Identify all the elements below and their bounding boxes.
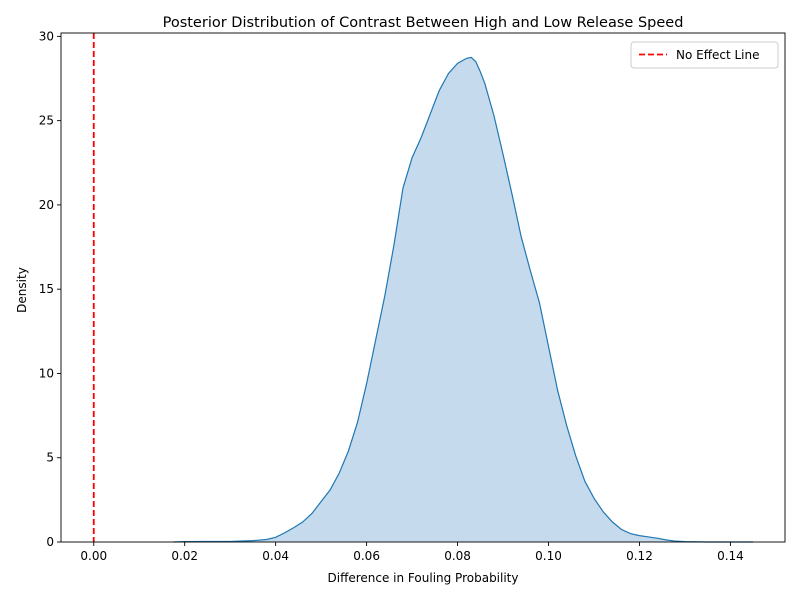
plot-area <box>92 33 754 543</box>
y-tick-label: 20 <box>39 198 54 212</box>
x-axis-label: Difference in Fouling Probability <box>328 571 519 585</box>
x-tick-label: 0.12 <box>626 549 653 563</box>
y-axis-label: Density <box>15 267 29 313</box>
legend: No Effect Line <box>630 41 779 69</box>
x-tick-label: 0.04 <box>262 549 289 563</box>
axes-frame <box>60 32 786 543</box>
x-tick-label: 0.08 <box>444 549 471 563</box>
x-tick-label: 0.14 <box>717 549 744 563</box>
density-line <box>173 56 754 543</box>
y-tick-label: 10 <box>39 366 54 380</box>
x-axis: 0.00 0.02 0.04 0.06 0.08 0.10 0.12 0.14 <box>80 542 744 563</box>
x-tick-label: 0.06 <box>353 549 380 563</box>
x-tick-label: 0.10 <box>535 549 562 563</box>
legend-label-no-effect: No Effect Line <box>676 48 760 62</box>
legend-box <box>630 41 779 69</box>
x-tick-label: 0.00 <box>80 549 107 563</box>
y-tick-label: 0 <box>46 535 54 549</box>
x-tick-label: 0.02 <box>171 549 198 563</box>
chart-title: Posterior Distribution of Contrast Betwe… <box>163 15 684 31</box>
y-tick-label: 5 <box>46 451 54 465</box>
y-tick-label: 25 <box>39 114 54 128</box>
density-fill <box>173 57 754 542</box>
y-axis: 0 5 10 15 20 25 30 <box>39 29 61 549</box>
y-tick-label: 30 <box>39 29 54 43</box>
y-tick-label: 15 <box>39 282 54 296</box>
